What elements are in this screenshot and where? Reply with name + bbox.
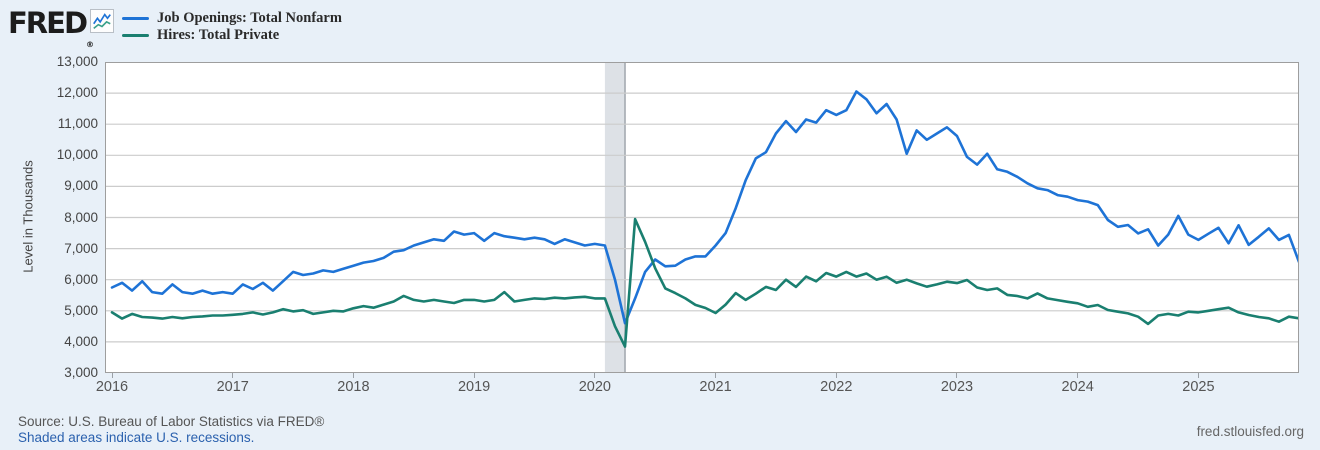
x-tick-label: 2019 <box>457 379 491 395</box>
plot-area[interactable] <box>105 62 1299 373</box>
x-tick-mark <box>1197 373 1199 378</box>
x-tick-label: 2017 <box>216 379 249 395</box>
y-tick-label: 7,000 <box>64 240 98 256</box>
y-tick-label: 13,000 <box>56 54 98 69</box>
y-tick-label: 10,000 <box>56 147 98 163</box>
recession-note-link[interactable]: Shaded areas indicate U.S. recessions. <box>18 430 255 445</box>
y-tick-label: 11,000 <box>57 116 98 132</box>
legend-label: Job Openings: Total Nonfarm <box>157 10 342 26</box>
x-tick-label: 2021 <box>699 379 732 395</box>
y-tick-label: 9,000 <box>64 178 98 194</box>
sparkline-icon <box>93 13 111 29</box>
registered-mark: ® <box>86 40 95 49</box>
x-tick-mark <box>1077 373 1079 378</box>
fred-site-link[interactable]: fred.stlouisfed.org <box>1196 424 1304 439</box>
y-tick-label: 4,000 <box>64 333 98 349</box>
source-text: Source: U.S. Bureau of Labor Statistics … <box>18 414 325 429</box>
x-tick-label: 2018 <box>337 379 370 395</box>
y-tick-label: 6,000 <box>64 271 98 287</box>
x-tick-label: 2020 <box>578 379 611 395</box>
x-tick-label: 2023 <box>940 379 974 395</box>
y-tick-label: 3,000 <box>64 365 98 380</box>
x-tick-mark <box>715 373 717 378</box>
y-tick-label: 8,000 <box>64 209 98 225</box>
x-tick-mark <box>956 373 958 378</box>
fred-chart-icon <box>90 9 114 33</box>
legend-item-job-openings: Job Openings: Total Nonfarm <box>122 10 342 27</box>
x-tick-mark <box>352 373 354 378</box>
x-tick-label: 2024 <box>1061 379 1094 395</box>
x-tick-label: 2022 <box>820 379 853 395</box>
fred-logo[interactable]: FRED® <box>8 6 95 49</box>
legend-item-hires: Hires: Total Private <box>122 27 342 44</box>
plot-border <box>105 62 1299 373</box>
x-tick-mark <box>232 373 234 378</box>
legend-line-sample-blue <box>122 17 149 20</box>
legend-label: Hires: Total Private <box>157 27 280 43</box>
legend: Job Openings: Total Nonfarm Hires: Total… <box>122 10 342 44</box>
line-chart[interactable] <box>105 62 1299 373</box>
x-tick-label: 2016 <box>95 379 129 395</box>
x-tick-mark <box>835 373 837 378</box>
x-tick-mark <box>594 373 596 378</box>
x-tick-mark <box>111 373 113 378</box>
y-tick-label: 12,000 <box>56 85 98 101</box>
x-tick-label: 2025 <box>1182 379 1215 395</box>
y-tick-label: 5,000 <box>64 302 98 318</box>
series-line-job-openings[interactable] <box>110 90 1299 325</box>
legend-line-sample-teal <box>122 34 149 37</box>
series-line-hires[interactable] <box>110 217 1299 348</box>
x-tick-mark <box>473 373 475 378</box>
